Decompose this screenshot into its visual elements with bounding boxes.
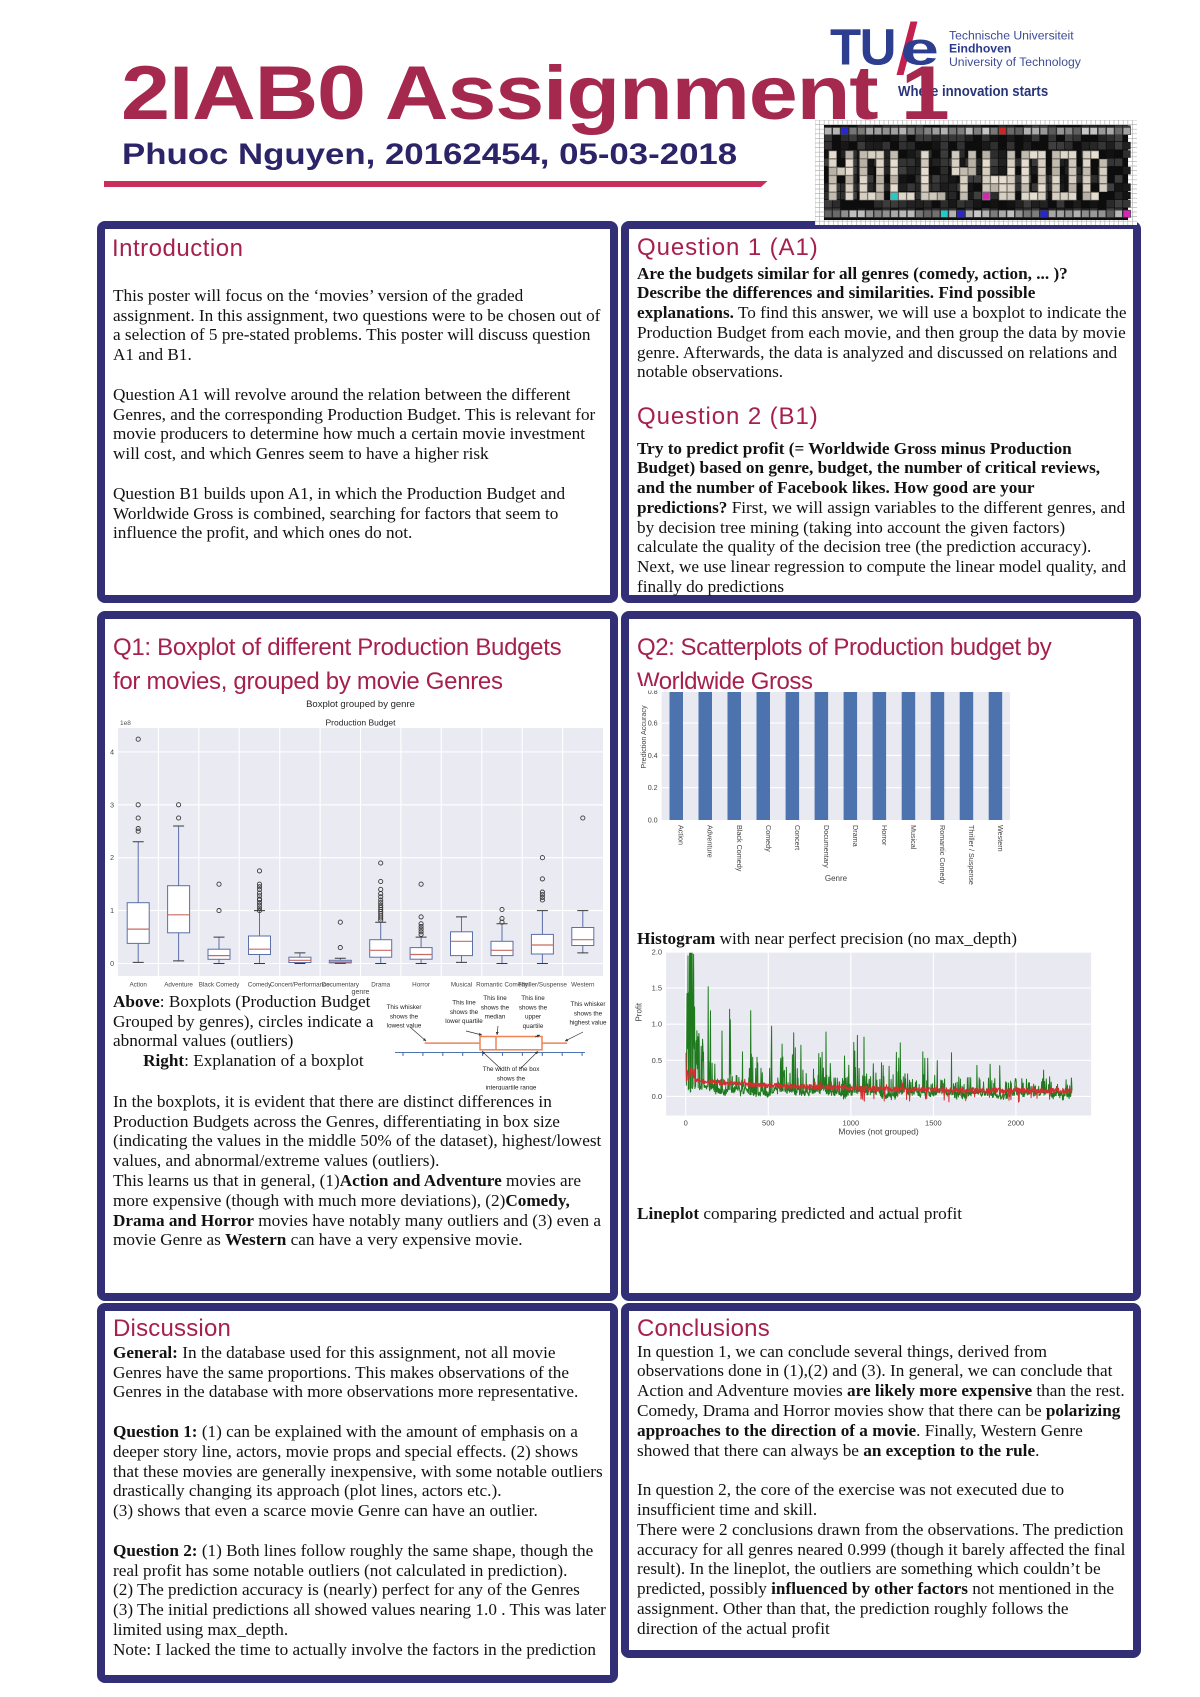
svg-text:3: 3 bbox=[110, 802, 114, 809]
svg-text:The width of the box: The width of the box bbox=[483, 1066, 541, 1073]
svg-text:0.6: 0.6 bbox=[648, 719, 658, 728]
svg-text:Western: Western bbox=[571, 982, 595, 989]
svg-text:Romantic Comedy: Romantic Comedy bbox=[476, 982, 529, 989]
svg-text:Thriller / Suspense: Thriller / Suspense bbox=[967, 825, 976, 885]
svg-text:shows the: shows the bbox=[519, 1004, 548, 1011]
svg-text:Boxplot grouped by genre: Boxplot grouped by genre bbox=[306, 699, 415, 710]
svg-text:0.2: 0.2 bbox=[648, 783, 658, 792]
svg-text:genre: genre bbox=[352, 989, 370, 996]
svg-text:Western: Western bbox=[996, 825, 1005, 852]
svg-text:Action: Action bbox=[129, 982, 147, 989]
svg-text:median: median bbox=[485, 1014, 506, 1021]
svg-text:e: e bbox=[901, 24, 939, 75]
svg-text:Drama: Drama bbox=[851, 825, 860, 847]
svg-text:1000: 1000 bbox=[842, 1119, 859, 1128]
svg-text:Horror: Horror bbox=[412, 982, 430, 989]
svg-text:University of Technology: University of Technology bbox=[949, 55, 1082, 69]
svg-text:Prediction Accuracy: Prediction Accuracy bbox=[639, 705, 648, 769]
svg-text:0: 0 bbox=[110, 961, 114, 968]
svg-text:quartile: quartile bbox=[523, 1023, 544, 1030]
svg-text:Comedy: Comedy bbox=[764, 825, 773, 852]
svg-text:This line: This line bbox=[483, 995, 507, 1002]
svg-text:lowest value: lowest value bbox=[387, 1023, 422, 1030]
svg-text:Genre: Genre bbox=[825, 874, 848, 883]
svg-text:0.0: 0.0 bbox=[648, 816, 658, 825]
svg-text:Adventure: Adventure bbox=[706, 825, 715, 858]
svg-text:Concert: Concert bbox=[793, 825, 802, 850]
svg-text:shows the: shows the bbox=[574, 1010, 603, 1017]
svg-text:TU: TU bbox=[830, 19, 895, 76]
svg-text:Thriller/Suspense: Thriller/Suspense bbox=[518, 982, 567, 989]
svg-text:1.0: 1.0 bbox=[652, 1020, 662, 1029]
svg-text:lower quartile: lower quartile bbox=[445, 1018, 483, 1025]
svg-text:interquartile range: interquartile range bbox=[486, 1085, 537, 1090]
svg-text:shows the: shows the bbox=[497, 1075, 526, 1082]
svg-text:Musical: Musical bbox=[909, 825, 918, 850]
svg-text:Musical: Musical bbox=[451, 982, 472, 989]
svg-text:This line: This line bbox=[452, 1000, 476, 1007]
svg-text:Romantic Comedy: Romantic Comedy bbox=[938, 825, 947, 885]
svg-text:2: 2 bbox=[110, 855, 114, 862]
svg-text:Documentary: Documentary bbox=[822, 825, 831, 868]
svg-text:Concert/Performance: Concert/Performance bbox=[270, 982, 330, 989]
svg-text:Documentary: Documentary bbox=[322, 982, 360, 989]
svg-text:0: 0 bbox=[684, 1119, 688, 1128]
svg-text:Production Budget: Production Budget bbox=[326, 718, 397, 728]
svg-text:Where innovation starts: Where innovation starts bbox=[898, 82, 1048, 99]
svg-text:1500: 1500 bbox=[925, 1119, 942, 1128]
svg-text:Movies (not grouped): Movies (not grouped) bbox=[838, 1127, 918, 1137]
svg-text:This line: This line bbox=[521, 995, 545, 1002]
svg-text:0.4: 0.4 bbox=[648, 751, 658, 760]
svg-text:Drama: Drama bbox=[371, 982, 390, 989]
svg-text:Eindhoven: Eindhoven bbox=[949, 41, 1011, 55]
svg-text:2000: 2000 bbox=[1008, 1119, 1025, 1128]
svg-text:0.5: 0.5 bbox=[652, 1056, 662, 1065]
svg-text:500: 500 bbox=[762, 1119, 775, 1128]
svg-text:1e8: 1e8 bbox=[120, 720, 131, 727]
svg-text:shows the: shows the bbox=[390, 1013, 419, 1020]
svg-text:Horror: Horror bbox=[880, 825, 889, 846]
svg-text:0.0: 0.0 bbox=[652, 1092, 662, 1101]
svg-text:4: 4 bbox=[110, 749, 114, 756]
svg-text:Comedy: Comedy bbox=[248, 982, 272, 989]
svg-text:Technische Universiteit: Technische Universiteit bbox=[949, 28, 1074, 42]
svg-text:highest value: highest value bbox=[569, 1020, 607, 1027]
svg-text:1: 1 bbox=[110, 908, 114, 915]
svg-text:shows the: shows the bbox=[481, 1004, 510, 1011]
svg-text:This whisker: This whisker bbox=[387, 1004, 422, 1011]
svg-text:Profit: Profit bbox=[635, 1002, 644, 1021]
svg-text:upper: upper bbox=[525, 1014, 541, 1021]
svg-text:1.5: 1.5 bbox=[652, 984, 662, 993]
svg-text:Black Comedy: Black Comedy bbox=[199, 982, 240, 989]
svg-text:2.0: 2.0 bbox=[652, 948, 662, 957]
svg-text:Action: Action bbox=[677, 825, 686, 845]
svg-text:Black Comedy: Black Comedy bbox=[735, 825, 744, 872]
svg-text:shows the: shows the bbox=[450, 1009, 479, 1016]
svg-text:0.8: 0.8 bbox=[648, 687, 658, 696]
svg-text:This whisker: This whisker bbox=[571, 1001, 606, 1008]
svg-text:Adventure: Adventure bbox=[164, 982, 193, 989]
